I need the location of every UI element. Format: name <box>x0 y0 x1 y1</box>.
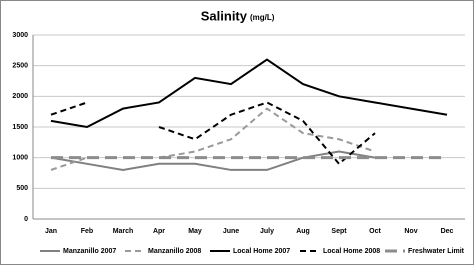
y-tick-label: 3000 <box>12 32 28 39</box>
x-tick-label: July <box>260 228 274 235</box>
legend-label: Local Home 2008 <box>323 248 380 255</box>
y-tick-label: 2500 <box>12 63 28 70</box>
legend-label: Manzanillo 2008 <box>148 248 201 255</box>
series-line <box>50 101 376 166</box>
x-tick-label: Oct <box>369 228 381 235</box>
y-tick-label: 500 <box>16 185 28 192</box>
x-tick-label: May <box>188 228 202 235</box>
legend-label: Manzanillo 2007 <box>63 248 116 255</box>
legend-label: Freshwater Limit <box>408 248 465 255</box>
x-tick-label: Feb <box>81 228 93 235</box>
x-tick-label: Sept <box>331 228 347 235</box>
x-tick-label: June <box>223 228 239 235</box>
y-tick-label: 1500 <box>12 124 28 131</box>
y-tick-label: 2000 <box>12 93 28 100</box>
legend-label: Local Home 2007 <box>233 248 290 255</box>
chart-title-unit: (mg/L) <box>250 13 275 22</box>
x-tick-label: Jan <box>45 228 57 235</box>
chart-title: Salinity <box>201 8 248 23</box>
x-tick-label: Dec <box>441 228 454 235</box>
series-line <box>50 107 376 171</box>
x-tick-label: Nov <box>404 228 417 235</box>
x-tick-label: Aug <box>296 228 310 235</box>
y-tick-label: 0 <box>24 216 28 223</box>
y-tick-label: 1000 <box>12 155 28 162</box>
series-line <box>50 150 376 171</box>
series-line <box>50 58 448 129</box>
x-tick-label: March <box>113 228 134 235</box>
x-tick-label: Apr <box>153 228 165 235</box>
